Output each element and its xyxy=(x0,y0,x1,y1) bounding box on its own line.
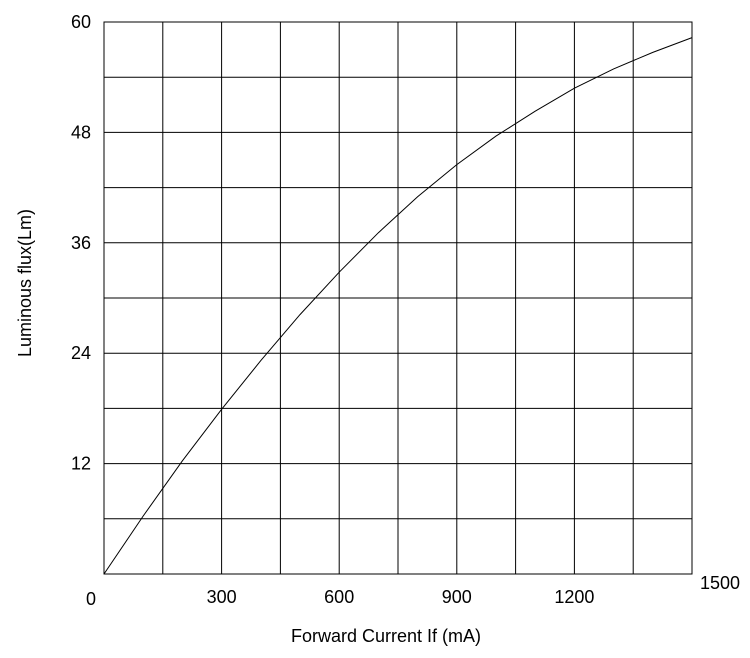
y-tick-label: 24 xyxy=(71,343,91,363)
x-tick-label: 0 xyxy=(86,589,96,609)
y-tick-label: 60 xyxy=(71,12,91,32)
x-tick-label: 600 xyxy=(324,587,354,607)
y-tick-label: 36 xyxy=(71,233,91,253)
y-axis-title: Luminous flux(Lm) xyxy=(15,209,35,357)
x-tick-label: 900 xyxy=(442,587,472,607)
x-tick-label: 1500 xyxy=(700,573,740,593)
x-tick-label: 300 xyxy=(207,587,237,607)
series-layer xyxy=(103,37,693,575)
x-tick-labels: 0 300 600 900 1200 1500 xyxy=(86,573,740,609)
series-line xyxy=(103,37,693,575)
x-axis-title: Forward Current If (mA) xyxy=(291,626,481,646)
y-tick-labels: 12 24 36 48 60 xyxy=(71,12,91,474)
y-tick-label: 12 xyxy=(71,454,91,474)
grid-layer xyxy=(104,22,692,574)
plot-frame xyxy=(103,21,693,575)
y-tick-label: 48 xyxy=(71,122,91,142)
x-tick-label: 1200 xyxy=(554,587,594,607)
